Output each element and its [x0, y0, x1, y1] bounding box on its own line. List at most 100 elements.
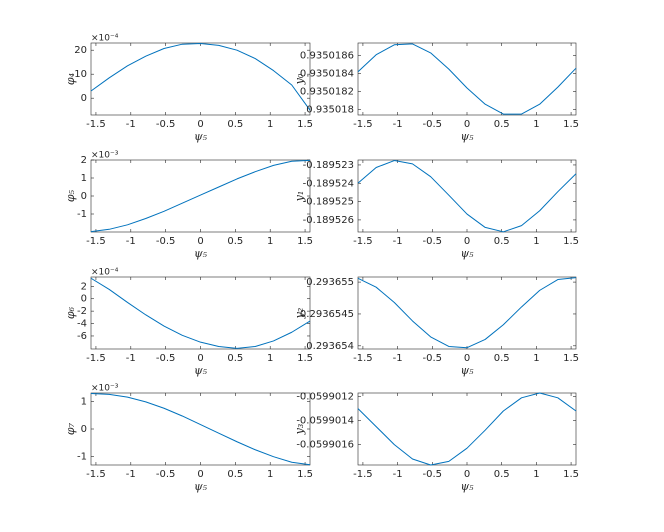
x-axis-label: ψ₅: [460, 130, 474, 143]
x-tick-label: 0: [197, 236, 203, 247]
x-tick-label: 1.5: [563, 353, 579, 364]
x-tick-label: 0.5: [227, 236, 243, 247]
y-axis-label: φ₅: [64, 189, 77, 202]
x-tick-label: -0.5: [423, 469, 443, 480]
y-tick-label: -0.189526: [303, 215, 354, 226]
line: [357, 277, 577, 349]
x-tick-label: 1.5: [297, 353, 313, 364]
x-tick-label: 0.5: [494, 119, 510, 130]
x-tick-label: 1: [267, 236, 273, 247]
x-axis-label: ψ₅: [194, 130, 208, 143]
line: [357, 392, 577, 466]
y-tick-label: -0.0599016: [296, 440, 354, 451]
y-tick-label: -1: [77, 452, 87, 463]
y-axis-label: y₀: [293, 73, 306, 85]
x-tick-label: 0.5: [227, 469, 243, 480]
x-tick-label: -0.5: [156, 236, 176, 247]
y-tick-label: 0.9350184: [300, 69, 354, 80]
x-tick-label: -0.5: [423, 353, 443, 364]
y-tick-label: 0: [81, 93, 87, 104]
y-tick-label: -0.0599014: [296, 416, 354, 427]
y-tick-label: -0.0599012: [296, 392, 354, 403]
y-tick-label: -0.189525: [303, 197, 354, 208]
axes-box: [90, 159, 311, 233]
x-tick-label: -1: [126, 353, 136, 364]
line: [357, 160, 577, 233]
y-axis-label: y₃: [293, 424, 306, 436]
x-tick-label: 1.5: [563, 469, 579, 480]
x-tick-label: -1.5: [353, 119, 373, 130]
y-tick-label: 0.293654: [306, 341, 354, 352]
x-axis-label: ψ₅: [194, 480, 208, 493]
axes-box: [357, 392, 577, 466]
axis-exponent: ×10⁻³: [91, 384, 119, 394]
axes-box: [357, 159, 577, 233]
x-tick-label: -1: [126, 119, 136, 130]
x-tick-label: 1: [533, 353, 539, 364]
x-tick-label: 0.5: [227, 353, 243, 364]
y-tick-label: -6: [77, 331, 87, 342]
y-tick-label: 0.2936545: [300, 309, 354, 320]
axes-box: [90, 42, 311, 116]
x-tick-label: -1.5: [86, 469, 106, 480]
y-axis-label: y₂: [293, 308, 306, 320]
x-tick-label: 1.5: [563, 236, 579, 247]
y-axis-label: φ₆: [64, 306, 77, 319]
y-tick-label: 1: [81, 396, 87, 407]
y-tick-label: 0.9350182: [300, 87, 354, 98]
axes-box: [90, 392, 311, 466]
x-tick-label: 0: [197, 353, 203, 364]
x-tick-label: 1.5: [563, 119, 579, 130]
x-tick-label: 1: [533, 119, 539, 130]
y-tick-label: -4: [77, 319, 87, 330]
y-axis-label: y₁: [293, 191, 306, 203]
axes-box: [90, 276, 311, 350]
x-tick-label: 0: [464, 119, 470, 130]
x-tick-label: 1.5: [297, 236, 313, 247]
y-axis-label: φ₄: [64, 73, 77, 85]
y-tick-label: 1: [81, 173, 87, 184]
x-tick-label: -1.5: [353, 236, 373, 247]
axis-exponent: ×10⁻⁴: [91, 268, 119, 278]
x-tick-label: -0.5: [156, 469, 176, 480]
x-tick-label: -1: [126, 469, 136, 480]
y-tick-label: -0.189523: [303, 160, 354, 171]
x-tick-label: -1.5: [86, 236, 106, 247]
x-tick-label: -1: [393, 119, 403, 130]
axis-exponent: ×10⁻³: [91, 151, 119, 161]
x-tick-label: -0.5: [423, 236, 443, 247]
x-tick-label: -1: [393, 236, 403, 247]
y-tick-label: 0.293655: [306, 277, 354, 288]
x-tick-label: -1: [393, 353, 403, 364]
y-tick-label: 2: [81, 155, 87, 166]
x-tick-label: 0.5: [494, 469, 510, 480]
x-tick-label: -1.5: [86, 353, 106, 364]
x-axis-label: ψ₅: [194, 364, 208, 377]
x-tick-label: 0.5: [227, 119, 243, 130]
line: [90, 42, 311, 111]
x-axis-label: ψ₅: [460, 480, 474, 493]
x-tick-label: 1: [267, 119, 273, 130]
x-tick-label: -0.5: [156, 119, 176, 130]
axes-box: [357, 42, 577, 116]
x-tick-label: 0.5: [494, 236, 510, 247]
x-tick-label: 0: [197, 469, 203, 480]
x-tick-label: 1.5: [297, 469, 313, 480]
y-tick-label: 0: [81, 191, 87, 202]
line: [357, 43, 577, 115]
x-tick-label: -0.5: [423, 119, 443, 130]
line: [90, 159, 311, 233]
x-tick-label: -1: [126, 236, 136, 247]
x-tick-label: 0: [464, 353, 470, 364]
y-tick-label: 20: [74, 45, 87, 56]
y-tick-label: 0.9350186: [300, 51, 354, 62]
x-tick-label: -1: [393, 469, 403, 480]
y-tick-label: -1: [77, 209, 87, 220]
y-axis-label: φ₇: [64, 422, 77, 435]
x-tick-label: 0: [464, 469, 470, 480]
x-axis-label: ψ₅: [460, 247, 474, 260]
x-axis-label: ψ₅: [460, 364, 474, 377]
axis-exponent: ×10⁻⁴: [91, 34, 119, 44]
y-tick-label: 0: [81, 294, 87, 305]
